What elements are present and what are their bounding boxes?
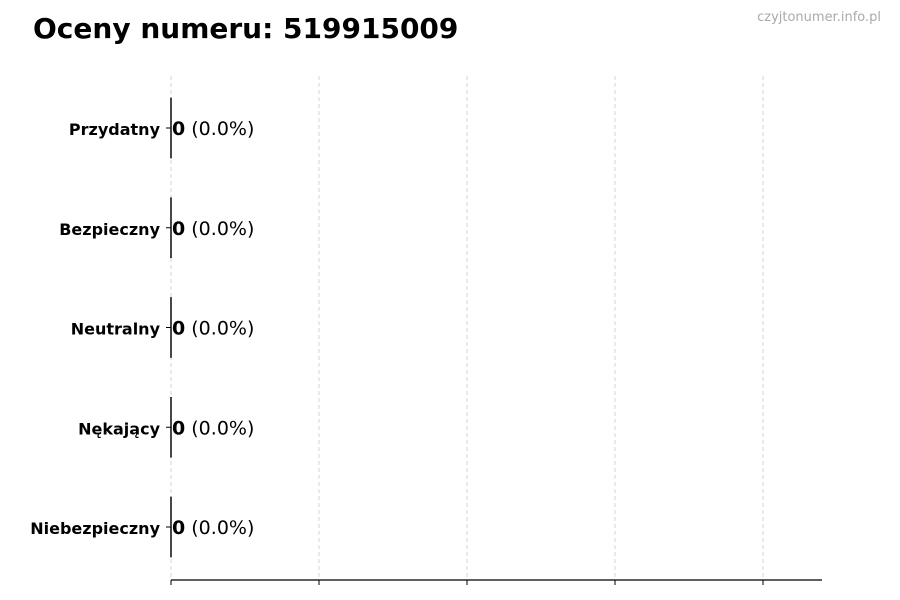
data-label-percent: (0.0%) xyxy=(185,517,254,539)
chart-title: Oceny numeru: 519915009 xyxy=(33,12,459,45)
data-label: 0 (0.0%) xyxy=(172,318,254,340)
category-label: Bezpieczny xyxy=(59,220,160,239)
data-label-percent: (0.0%) xyxy=(185,417,254,439)
data-label-count: 0 xyxy=(172,118,185,140)
watermark: czyjtonumer.info.pl xyxy=(757,10,881,25)
data-label-percent: (0.0%) xyxy=(185,118,254,140)
data-label-count: 0 xyxy=(172,218,185,240)
data-label-percent: (0.0%) xyxy=(185,318,254,340)
category-label: Niebezpieczny xyxy=(30,519,160,538)
category-label: Nękający xyxy=(78,419,160,438)
data-label: 0 (0.0%) xyxy=(172,517,254,539)
data-label-count: 0 xyxy=(172,517,185,539)
data-label-percent: (0.0%) xyxy=(185,218,254,240)
data-label-count: 0 xyxy=(172,417,185,439)
category-label: Przydatny xyxy=(69,120,161,139)
data-label-count: 0 xyxy=(172,318,185,340)
data-label: 0 (0.0%) xyxy=(172,118,254,140)
data-label: 0 (0.0%) xyxy=(172,218,254,240)
data-label: 0 (0.0%) xyxy=(172,417,254,439)
category-label: Neutralny xyxy=(71,320,161,339)
